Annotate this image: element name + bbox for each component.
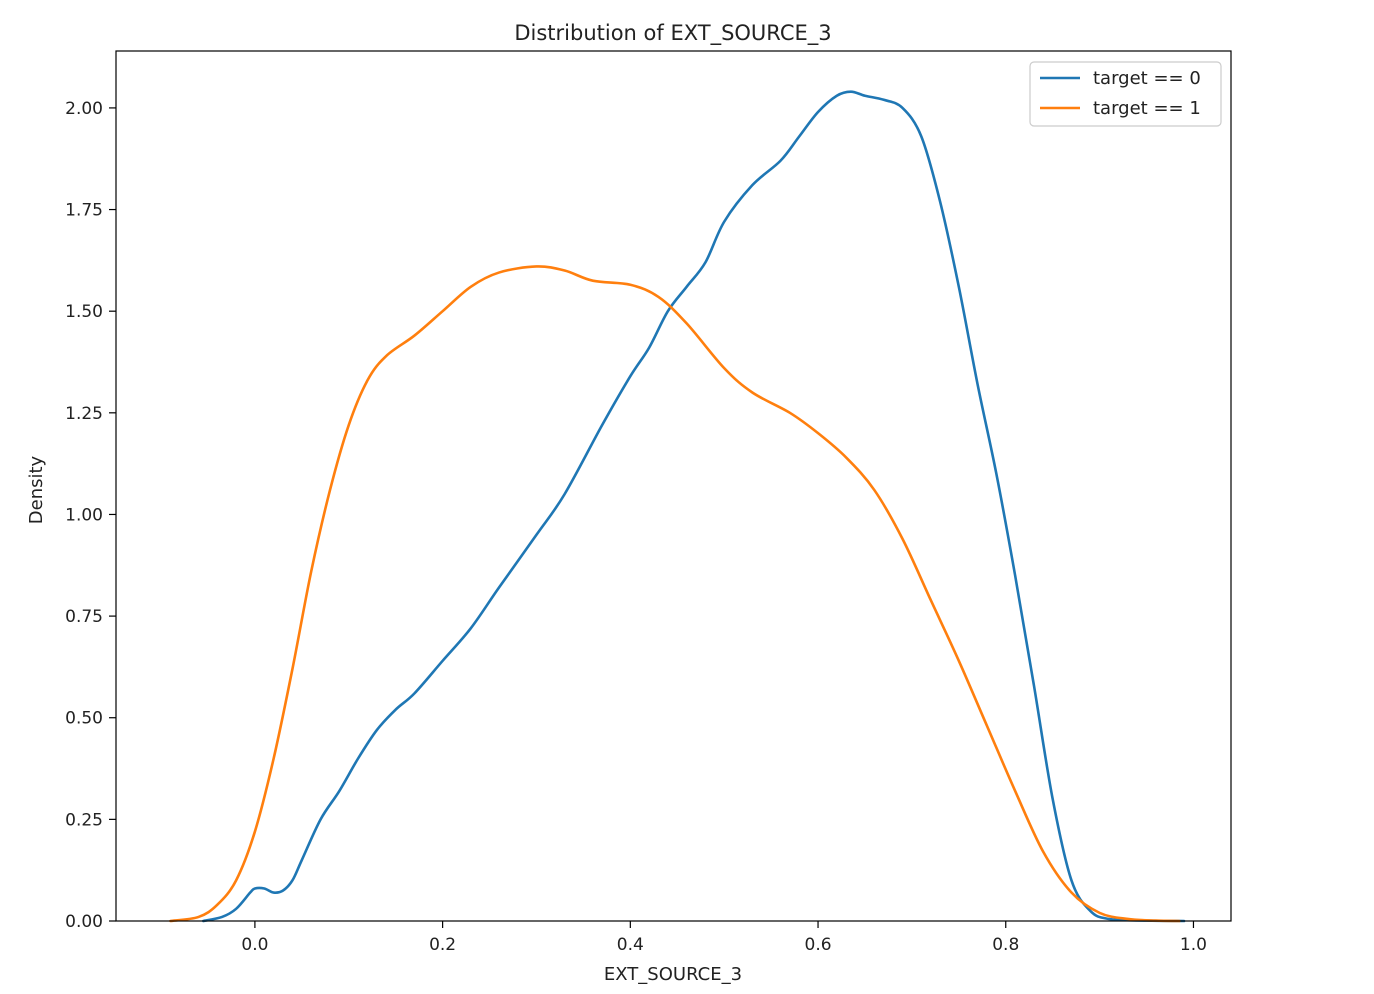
series-layer — [169, 90, 1186, 923]
x-tick-label: 1.0 — [1180, 935, 1207, 955]
y-tick-label: 1.25 — [65, 404, 103, 424]
x-tick-label: 0.8 — [992, 935, 1019, 955]
y-tick-label: 0.25 — [65, 810, 103, 830]
x-tick-label: 0.4 — [617, 935, 644, 955]
plot-frame — [115, 50, 1232, 922]
x-tick-label: 0.2 — [429, 935, 456, 955]
y-tick-label: 0.75 — [65, 607, 103, 627]
series-line-target-0 — [201, 90, 1186, 923]
legend-label-target-0: target == 0 — [1093, 68, 1201, 89]
legend: target == 0 target == 1 — [1029, 61, 1222, 127]
y-tick-label: 1.00 — [65, 505, 103, 525]
y-tick-label: 0.00 — [65, 912, 103, 932]
chart-title: Distribution of EXT_SOURCE_3 — [514, 21, 831, 46]
y-tick-label: 0.50 — [65, 709, 103, 729]
x-axis-ticks: 0.0 0.2 0.4 0.6 0.8 1.0 — [241, 921, 1207, 955]
y-axis-ticks: 0.00 0.25 0.50 0.75 1.00 1.25 1.50 1.75 2.00 — [65, 99, 116, 932]
y-axis-label: Density — [26, 455, 47, 524]
x-axis-label: EXT_SOURCE_3 — [604, 964, 742, 985]
y-tick-label: 1.75 — [65, 201, 103, 221]
y-tick-label: 2.00 — [65, 99, 103, 119]
x-tick-label: 0.6 — [805, 935, 832, 955]
legend-label-target-1: target == 1 — [1093, 98, 1201, 119]
series-line-target-1 — [169, 265, 1181, 923]
y-tick-label: 1.50 — [65, 302, 103, 322]
x-tick-label: 0.0 — [241, 935, 268, 955]
